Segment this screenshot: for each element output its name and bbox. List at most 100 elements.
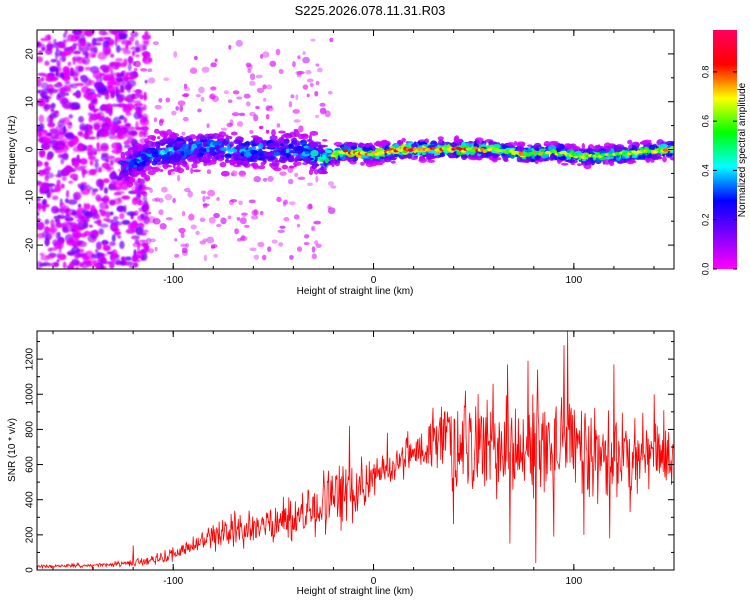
heatmap-cell [120, 172, 130, 176]
heatmap-cell [97, 51, 108, 60]
snr-line-layer [37, 331, 674, 570]
heatmap-cell [563, 143, 572, 148]
heatmap-cell [296, 246, 303, 252]
heatmap-cell [96, 112, 101, 120]
heatmap-cell [111, 131, 115, 135]
heatmap-cell [135, 47, 141, 52]
heatmap-cell [41, 183, 50, 189]
heatmap-cell [202, 203, 208, 209]
heatmap-cell [68, 121, 72, 126]
snr-y-tick-label: 1200 [25, 348, 36, 371]
heatmap-cell [319, 102, 326, 107]
heatmap-cell [224, 159, 230, 164]
heatmap-cell [293, 214, 300, 220]
heatmap-cell [75, 82, 85, 87]
heatmap-cell [307, 182, 314, 187]
heatmap-cell [288, 100, 293, 108]
heatmap-cell [115, 57, 124, 63]
heatmap-cell [96, 148, 102, 152]
heatmap-cell [61, 226, 69, 233]
heatmap-cell [114, 231, 122, 235]
heatmap-cell [98, 252, 105, 257]
heatmap-cell [585, 161, 592, 165]
spectrogram-y-tick-label: 10 [25, 96, 36, 108]
heatmap-cell [283, 133, 290, 137]
heatmap-cell [321, 170, 328, 175]
heatmap-cell [176, 174, 181, 182]
heatmap-cell [113, 192, 122, 196]
heatmap-cell [293, 130, 300, 137]
heatmap-cell [56, 59, 61, 68]
heatmap-cell [258, 142, 264, 150]
heatmap-cell [96, 142, 100, 150]
heatmap-cell [89, 186, 94, 191]
heatmap-cell [151, 160, 158, 166]
heatmap-cell [62, 38, 69, 43]
heatmap-cell [158, 119, 164, 126]
heatmap-cell [82, 52, 87, 56]
heatmap-cell [148, 77, 156, 84]
heatmap-cell [116, 73, 125, 78]
heatmap-cell [129, 160, 135, 167]
heatmap-cell [53, 215, 59, 220]
heatmap-cell [224, 153, 232, 159]
heatmap-cell [93, 158, 99, 163]
heatmap-cell [38, 50, 44, 55]
heatmap-cell [460, 153, 468, 161]
heatmap-cell [358, 142, 364, 149]
heatmap-cell [262, 84, 267, 90]
heatmap-cell [213, 212, 220, 219]
heatmap-cell [37, 180, 43, 186]
heatmap-cell [271, 129, 276, 136]
heatmap-cell [172, 197, 176, 204]
heatmap-cell [124, 174, 130, 181]
heatmap-cell [131, 257, 139, 262]
heatmap-cell [165, 217, 173, 221]
heatmap-cell [123, 140, 131, 146]
heatmap-cell [140, 153, 147, 160]
heatmap-cell [194, 141, 202, 145]
heatmap-cell [130, 31, 139, 38]
heatmap-cell [263, 97, 267, 102]
heatmap-cell [283, 216, 290, 222]
heatmap-cell [38, 170, 46, 177]
heatmap-cell [236, 96, 243, 100]
heatmap-cell [182, 116, 189, 122]
heatmap-cell [111, 170, 116, 178]
heatmap-cell [88, 144, 93, 148]
heatmap-cell [142, 191, 148, 197]
heatmap-cell [62, 261, 67, 269]
heatmap-cell [158, 98, 163, 103]
heatmap-cell [92, 99, 97, 104]
heatmap-cell [199, 217, 206, 222]
spectrogram-x-tick-label: 100 [565, 275, 582, 286]
heatmap-cell [159, 222, 167, 230]
heatmap-cell [142, 56, 146, 62]
heatmap-cell [669, 146, 674, 150]
heatmap-cell [344, 156, 351, 161]
heatmap-cell [309, 82, 314, 88]
heatmap-cell [133, 210, 139, 216]
heatmap-cell [68, 180, 74, 185]
heatmap-cell [77, 183, 81, 189]
heatmap-cell [301, 148, 308, 152]
heatmap-cell [210, 62, 217, 68]
heatmap-cell [208, 93, 215, 100]
heatmap-cell [164, 193, 173, 201]
heatmap-cell [267, 246, 272, 252]
heatmap-cell [92, 229, 99, 236]
heatmap-cell [308, 141, 316, 148]
heatmap-cell [140, 243, 148, 247]
heatmap-cell [171, 110, 177, 116]
heatmap-cell [106, 219, 114, 223]
heatmap-cell [302, 51, 306, 56]
heatmap-cell [219, 161, 227, 168]
heatmap-cell [153, 117, 157, 123]
heatmap-cell [543, 140, 551, 147]
heatmap-cell [77, 203, 82, 209]
heatmap-cell [229, 148, 238, 153]
heatmap-cell [47, 73, 57, 77]
heatmap-cell [293, 163, 297, 168]
